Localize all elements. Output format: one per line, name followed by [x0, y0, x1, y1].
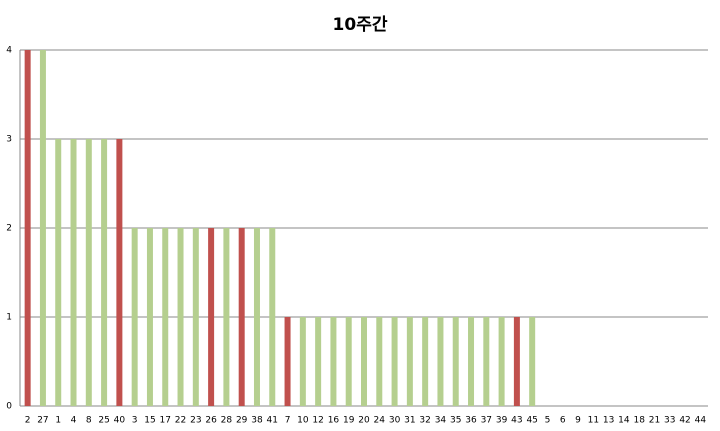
x-tick-label: 12 [312, 416, 323, 426]
x-tick-label: 36 [465, 416, 477, 426]
x-tick-label: 44 [695, 416, 707, 426]
bar [422, 317, 429, 406]
x-tick-label: 10 [297, 416, 309, 426]
bar [162, 228, 169, 406]
y-tick-label: 3 [6, 135, 12, 145]
bar [452, 317, 459, 406]
x-tick-label: 6 [560, 416, 566, 426]
bar [131, 228, 138, 406]
x-tick-label: 43 [511, 416, 522, 426]
bar [269, 228, 276, 406]
bar [238, 228, 245, 406]
bar [116, 139, 123, 406]
chart-title: 10주간 [333, 15, 388, 35]
x-tick-label: 38 [251, 416, 263, 426]
x-tick-label: 31 [404, 416, 415, 426]
bar [208, 228, 215, 406]
x-tick-label: 13 [603, 416, 614, 426]
x-tick-label: 9 [575, 416, 581, 426]
x-tick-label: 40 [114, 416, 126, 426]
bar [177, 228, 184, 406]
x-tick-label: 34 [435, 416, 447, 426]
x-tick-label: 15 [144, 416, 155, 426]
x-tick-label: 3 [132, 416, 138, 426]
x-tick-label: 26 [205, 416, 217, 426]
bar [468, 317, 475, 406]
x-tick-label: 19 [343, 416, 355, 426]
bar [146, 228, 153, 406]
x-tick-label: 14 [618, 416, 630, 426]
x-tick-label: 27 [37, 416, 48, 426]
x-tick-label: 1 [55, 416, 61, 426]
bar [330, 317, 337, 406]
x-tick-label: 45 [526, 416, 537, 426]
bar [192, 228, 199, 406]
x-tick-label: 7 [285, 416, 291, 426]
x-tick-label: 32 [419, 416, 430, 426]
x-tick-label: 20 [358, 416, 370, 426]
x-tick-label: 22 [175, 416, 186, 426]
y-tick-label: 2 [6, 224, 12, 234]
x-tick-label: 5 [545, 416, 551, 426]
x-tick-label: 35 [450, 416, 461, 426]
bar [361, 317, 367, 406]
x-tick-label: 16 [328, 416, 340, 426]
bar [437, 317, 444, 406]
bar [498, 317, 505, 406]
bar [315, 317, 322, 406]
x-tick-label: 23 [190, 416, 201, 426]
x-tick-label: 29 [236, 416, 248, 426]
x-tick-label: 41 [267, 416, 278, 426]
x-tick-label: 2 [25, 416, 31, 426]
x-tick-label: 21 [649, 416, 660, 426]
bar [85, 139, 92, 406]
bar [391, 317, 398, 406]
bar [24, 50, 31, 406]
x-tick-label: 39 [496, 416, 508, 426]
x-tick-label: 17 [160, 416, 171, 426]
bar [345, 317, 352, 406]
bar [299, 317, 306, 406]
bar [55, 139, 62, 406]
bar [70, 139, 77, 406]
x-tick-label: 11 [588, 416, 599, 426]
y-tick-label: 1 [6, 313, 12, 323]
bar [284, 317, 291, 406]
bar [39, 50, 46, 406]
bar [483, 317, 490, 406]
x-tick-label: 28 [221, 416, 233, 426]
x-tick-label: 4 [71, 416, 77, 426]
y-tick-label: 4 [6, 46, 12, 56]
bar [376, 317, 383, 406]
x-tick-label: 18 [633, 416, 645, 426]
bar [513, 317, 520, 406]
bar [101, 139, 108, 406]
x-tick-label: 24 [374, 416, 386, 426]
bar [406, 317, 413, 406]
bar [223, 228, 230, 406]
x-tick-label: 25 [98, 416, 109, 426]
x-tick-label: 30 [389, 416, 401, 426]
x-tick-label: 33 [664, 416, 675, 426]
bar [253, 228, 260, 406]
y-tick-label: 0 [6, 402, 12, 412]
x-tick-label: 42 [679, 416, 690, 426]
x-tick-label: 37 [481, 416, 492, 426]
bar [529, 317, 536, 406]
x-tick-label: 8 [86, 416, 92, 426]
